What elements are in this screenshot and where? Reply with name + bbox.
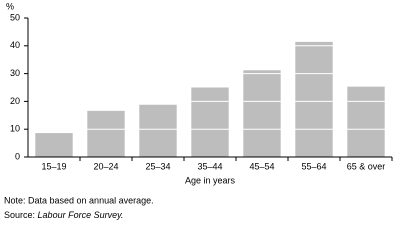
x-tick-label: 55–64 xyxy=(301,161,326,171)
y-tick-label: 50 xyxy=(10,12,20,22)
bar xyxy=(243,70,281,157)
source: Source: Labour Force Survey. xyxy=(4,210,123,220)
x-tick-label: 45–54 xyxy=(249,161,274,171)
bar xyxy=(87,110,125,157)
bar xyxy=(35,133,73,157)
x-tick-label: 25–34 xyxy=(145,161,170,171)
bar xyxy=(295,41,333,157)
x-axis-label: Age in years xyxy=(185,175,236,185)
y-tick-label: 10 xyxy=(10,124,20,134)
bar xyxy=(347,86,385,157)
x-tick-label: 15–19 xyxy=(41,161,66,171)
x-tick-label: 65 & over xyxy=(347,161,386,171)
bar xyxy=(139,104,177,157)
x-tick-label: 35–44 xyxy=(197,161,222,171)
y-axis-label: % xyxy=(6,1,14,11)
chart: % Age in years Note: Data based on annua… xyxy=(4,1,393,220)
source-text: Labour Force Survey. xyxy=(38,210,124,220)
y-tick-label: 20 xyxy=(10,96,20,106)
source-label: Source: xyxy=(4,210,35,220)
x-tick-label: 20–24 xyxy=(93,161,118,171)
y-tick-label: 0 xyxy=(15,151,20,161)
y-tick-label: 30 xyxy=(10,68,20,78)
bar xyxy=(191,87,229,157)
note: Note: Data based on annual average. xyxy=(4,195,154,205)
y-tick-label: 40 xyxy=(10,40,20,50)
